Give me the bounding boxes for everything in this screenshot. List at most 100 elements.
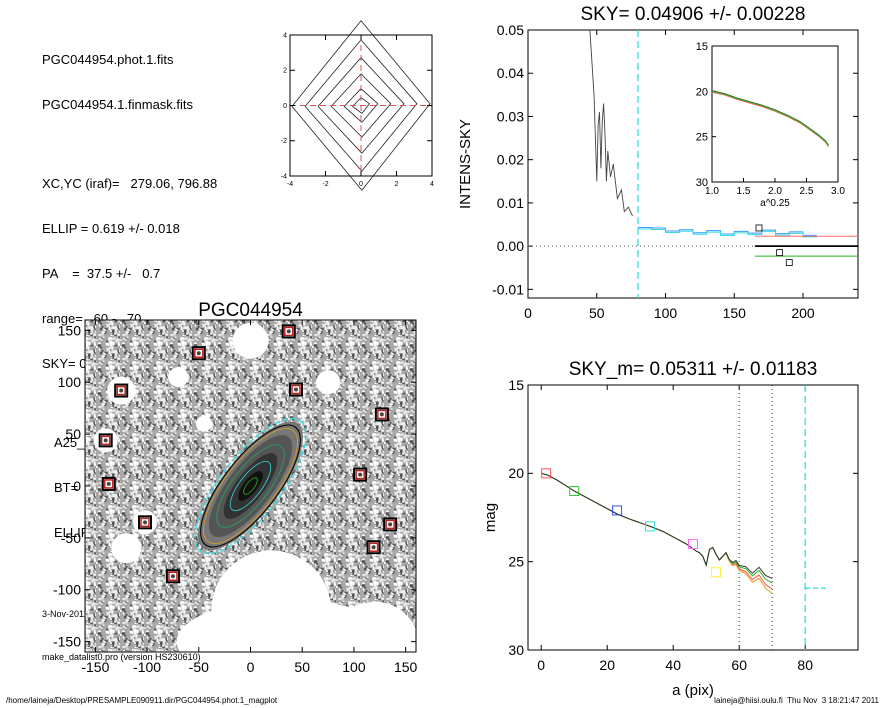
- contour-line: [343, 88, 379, 123]
- inset-x-label: 1.0: [705, 186, 719, 197]
- mag-frame: [527, 384, 859, 651]
- image-y-label: 50: [65, 426, 81, 442]
- contour-x-label: 4: [430, 181, 434, 188]
- inset-x-label: 3.0: [831, 186, 845, 197]
- contour-x-label: -4: [287, 181, 293, 188]
- masked-region: [111, 533, 142, 564]
- inset-x-label: 2.5: [800, 186, 814, 197]
- masked-star: [196, 351, 201, 356]
- masked-star-box-inner: [284, 326, 294, 337]
- galaxy: [194, 417, 307, 555]
- contour-x-label: 0: [359, 181, 363, 188]
- image-x-label: 100: [342, 659, 366, 675]
- sky-y-label: -0.01: [492, 281, 524, 297]
- contour-y-label: 2: [283, 68, 287, 75]
- param-pa: PA = 37.5 +/- 0.7: [42, 266, 161, 281]
- masked-region: [168, 367, 189, 388]
- masked-star: [106, 481, 111, 486]
- mag-marker: [569, 486, 580, 496]
- image-x-label: -150: [81, 659, 109, 675]
- masked-star: [388, 522, 393, 527]
- contour-x-label: -2: [322, 181, 328, 188]
- param-ellip: ELLIP = 0.619 +/- 0.018: [42, 221, 180, 236]
- isophote-ellipse: [216, 444, 285, 528]
- isophote-ellipse: [200, 424, 301, 548]
- masked-star-box-inner: [116, 385, 126, 396]
- mask-file-name: PGC044954.1.finmask.fits: [42, 97, 194, 112]
- program-name: make_datalist0.pro (version HS230610): [42, 652, 201, 662]
- masked-star: [294, 387, 299, 392]
- mag-y-label: 25: [508, 554, 524, 570]
- masked-star-box-inner: [291, 384, 301, 395]
- image-x-label: 0: [247, 659, 255, 675]
- image-y-label: 150: [58, 322, 82, 338]
- isophote-ellipse: [203, 428, 298, 544]
- masked-star-box-inner: [168, 571, 178, 582]
- mag-xlabel: a (pix): [672, 682, 714, 699]
- masked-region: [195, 415, 212, 432]
- masked-star-box-inner: [368, 542, 379, 552]
- masked-star: [371, 545, 376, 550]
- masked-star: [286, 329, 291, 334]
- contour-y-label: 0: [283, 103, 287, 110]
- mag-marker: [612, 505, 623, 516]
- footer-path: /home/laineja/Desktop/PRESAMPLE090911.di…: [6, 696, 278, 705]
- image-x-label: 50: [294, 659, 310, 675]
- sky-square-marker: [776, 249, 784, 257]
- contour-x-label: 2: [395, 181, 399, 188]
- contour-line: [304, 39, 418, 172]
- contour-y-label: 4: [283, 32, 287, 39]
- contour-line: [317, 57, 405, 154]
- masked-star-box-inner: [194, 348, 204, 358]
- sky-square-marker: [785, 259, 793, 266]
- masked-star: [170, 574, 175, 579]
- mag-marker: [645, 521, 656, 532]
- masked-star: [142, 520, 147, 525]
- masked-star-box-inner: [140, 517, 150, 528]
- contour-line: [352, 97, 370, 114]
- inset-curve-red: [711, 91, 829, 147]
- inset-xlabel: a^0.25: [760, 198, 790, 209]
- sky-x-label: 0: [524, 305, 532, 321]
- mag-ylabel: mag: [482, 503, 499, 532]
- contour-y-label: -2: [281, 138, 287, 145]
- masked-region: [232, 322, 269, 359]
- sky-title: SKY= 0.04906 +/- 0.00228: [580, 4, 805, 25]
- image-x-label: -100: [133, 659, 161, 675]
- sky-y-label: 0.01: [497, 195, 524, 211]
- inset-curve-green: [711, 90, 829, 146]
- sky-y-label: 0.03: [497, 108, 524, 124]
- file-name: PGC044954.phot.1.fits: [42, 52, 174, 67]
- image-y-label: -150: [53, 634, 81, 650]
- footer-user: laineja@hiisi.oulu.fi Thu Nov 3 18:21:47…: [714, 696, 879, 705]
- isophote-ellipse: [229, 460, 272, 512]
- inset-y-label: 15: [696, 41, 708, 53]
- mag-marker: [711, 567, 722, 578]
- mag-marker: [688, 539, 698, 549]
- contour-line: [330, 73, 392, 138]
- image-area: [85, 320, 416, 652]
- image-x-label: -50: [189, 659, 209, 675]
- mag-profile: [541, 472, 773, 590]
- image-y-label: -100: [53, 582, 81, 598]
- mag-x-label: 40: [665, 657, 681, 673]
- masked-region: [316, 370, 341, 395]
- sky-ylabel: INTENS-SKY: [457, 119, 474, 209]
- image-y-label: 0: [73, 478, 81, 494]
- sky-square-marker: [755, 224, 763, 232]
- sky-y-label: 0.04: [497, 65, 524, 81]
- mag-y-label: 15: [508, 377, 524, 393]
- sky-y-label: 0.00: [497, 238, 524, 254]
- mag-x-label: 60: [731, 657, 747, 673]
- image-title: PGC044954: [198, 300, 303, 321]
- masked-star: [119, 388, 124, 393]
- image-y-label: 100: [58, 374, 82, 390]
- param-center: XC,YC (iraf)= 279.06, 796.88: [42, 176, 218, 191]
- inset-y-label: 25: [696, 132, 708, 144]
- masked-region-large: [176, 599, 397, 652]
- mag-y-label: 30: [508, 642, 524, 658]
- sky-y-label: 0.05: [497, 22, 524, 38]
- masked-star-box-inner: [355, 469, 365, 480]
- inset-x-label: 1.5: [737, 186, 751, 197]
